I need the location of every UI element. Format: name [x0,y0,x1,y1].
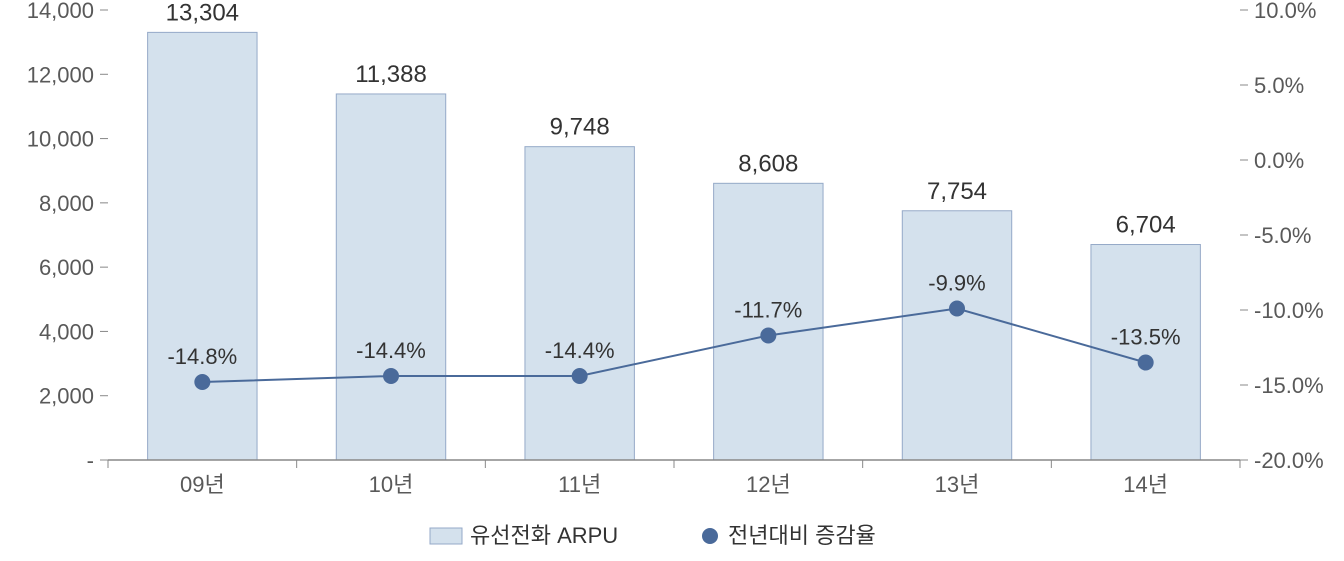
y-left-tick-label: 6,000 [39,255,94,280]
y-left-tick-label: 2,000 [39,384,94,409]
y-left-tick-label: 8,000 [39,191,94,216]
y-right-tick-label: 5.0% [1254,73,1304,98]
line-value-label: -13.5% [1111,325,1181,350]
bar [902,211,1011,460]
y-left-tick-label: 10,000 [27,127,94,152]
bar [148,32,257,460]
bar-value-label: 13,304 [166,0,239,26]
y-left-tick-label: 14,000 [27,0,94,23]
line-marker [572,368,588,384]
category-label: 13년 [935,472,980,497]
category-label: 14년 [1123,472,1168,497]
line-marker [760,328,776,344]
legend-bar-swatch [430,528,462,544]
category-label: 12년 [746,472,791,497]
y-right-tick-label: -5.0% [1254,223,1311,248]
arpu-chart: - 2,000 4,000 6,000 8,000 10,000 12,000 14,000 -… [0,0,1344,561]
y-right-tick-label: -20.0% [1254,448,1324,473]
bar-value-label: 11,388 [355,61,427,88]
line-value-label: -9.9% [928,271,985,296]
bar [336,94,445,460]
legend: 유선전화 ARPU 전년대비 증감율 [430,523,876,548]
legend-bar-label: 유선전화 ARPU [470,523,618,548]
category-label: 10년 [369,472,414,497]
bar [525,147,634,460]
category-label: 11년 [558,472,601,497]
y-right-tick-label: 10.0% [1254,0,1316,23]
line-value-label: -14.4% [545,338,615,363]
category-label: 09년 [180,472,225,497]
line-value-label: -14.4% [356,338,426,363]
legend-line-label: 전년대비 증감율 [728,523,876,548]
legend-line-swatch [702,528,718,544]
line-value-label: -14.8% [167,344,237,369]
bar-value-label: 6,704 [1116,212,1176,239]
line-marker [383,368,399,384]
line-value-label: -11.7% [734,298,802,323]
y-right-tick-label: -15.0% [1254,373,1324,398]
bar-value-label: 9,748 [550,114,610,141]
chart-svg: - 2,000 4,000 6,000 8,000 10,000 12,000 14,000 -… [0,0,1344,561]
line-marker [1138,355,1154,371]
y-right-tick-label: -10.0% [1254,298,1324,323]
bar-value-label: 8,608 [738,150,798,177]
y-left-tick-label: 12,000 [27,62,94,87]
y-left-tick-label: - [87,448,94,473]
y-right-tick-label: 0.0% [1254,148,1304,173]
y-left-tick-label: 4,000 [39,319,94,344]
line-marker [949,301,965,317]
bar-value-label: 7,754 [927,178,987,205]
line-marker [194,374,210,390]
